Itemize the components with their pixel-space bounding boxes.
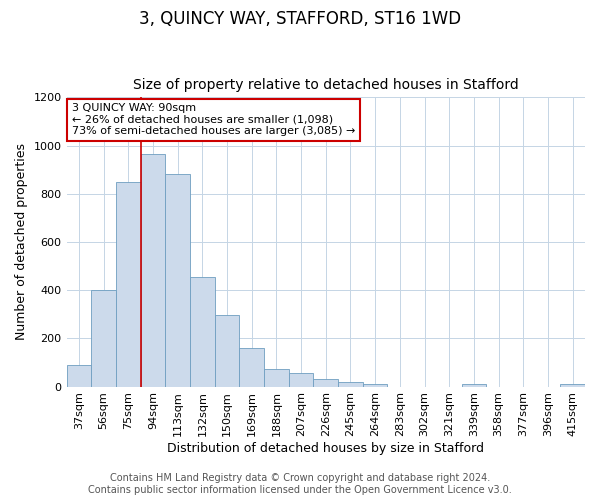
Bar — [338, 382, 363, 386]
Bar — [91, 290, 116, 386]
Bar — [116, 182, 140, 386]
Bar — [190, 277, 215, 386]
Text: 3 QUINCY WAY: 90sqm
← 26% of detached houses are smaller (1,098)
73% of semi-det: 3 QUINCY WAY: 90sqm ← 26% of detached ho… — [72, 103, 355, 136]
Bar — [140, 154, 165, 386]
Title: Size of property relative to detached houses in Stafford: Size of property relative to detached ho… — [133, 78, 518, 92]
Bar — [215, 315, 239, 386]
Bar — [67, 365, 91, 386]
X-axis label: Distribution of detached houses by size in Stafford: Distribution of detached houses by size … — [167, 442, 484, 455]
Bar — [289, 374, 313, 386]
Bar — [313, 379, 338, 386]
Bar — [560, 384, 585, 386]
Bar — [264, 369, 289, 386]
Text: 3, QUINCY WAY, STAFFORD, ST16 1WD: 3, QUINCY WAY, STAFFORD, ST16 1WD — [139, 10, 461, 28]
Y-axis label: Number of detached properties: Number of detached properties — [15, 144, 28, 340]
Bar — [239, 348, 264, 387]
Bar — [461, 384, 486, 386]
Bar — [363, 384, 388, 386]
Text: Contains HM Land Registry data © Crown copyright and database right 2024.
Contai: Contains HM Land Registry data © Crown c… — [88, 474, 512, 495]
Bar — [165, 174, 190, 386]
